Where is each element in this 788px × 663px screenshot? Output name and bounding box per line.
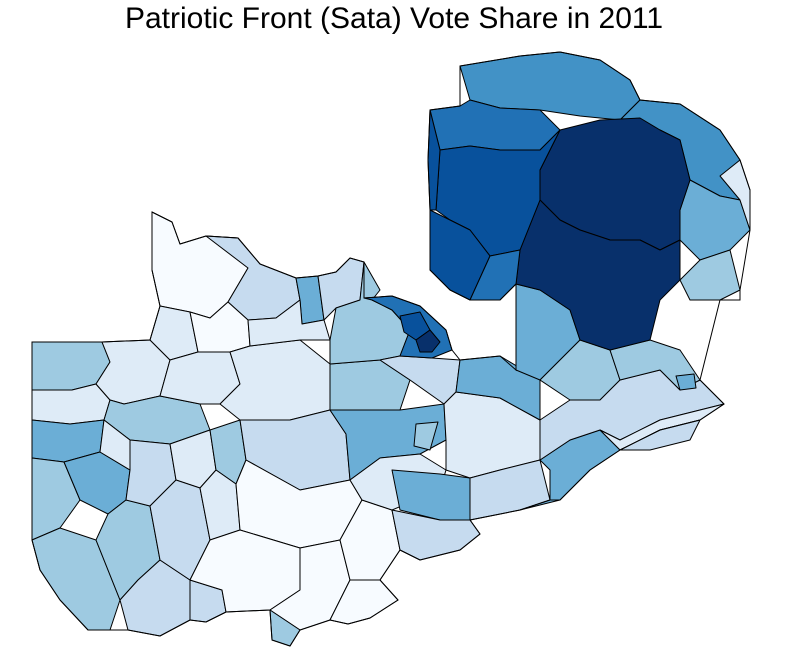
map-title: Patriotic Front (Sata) Vote Share in 201… (124, 2, 664, 35)
region-core-2 (515, 199, 681, 351)
region-west-1 (31, 383, 111, 425)
region-cn-7 (413, 421, 439, 451)
country-outline (31, 51, 751, 647)
region-north-5 (679, 249, 741, 301)
region-ne-5 (675, 373, 697, 391)
region-copperbelt-3 (415, 329, 441, 353)
region-cn-2 (329, 403, 447, 481)
